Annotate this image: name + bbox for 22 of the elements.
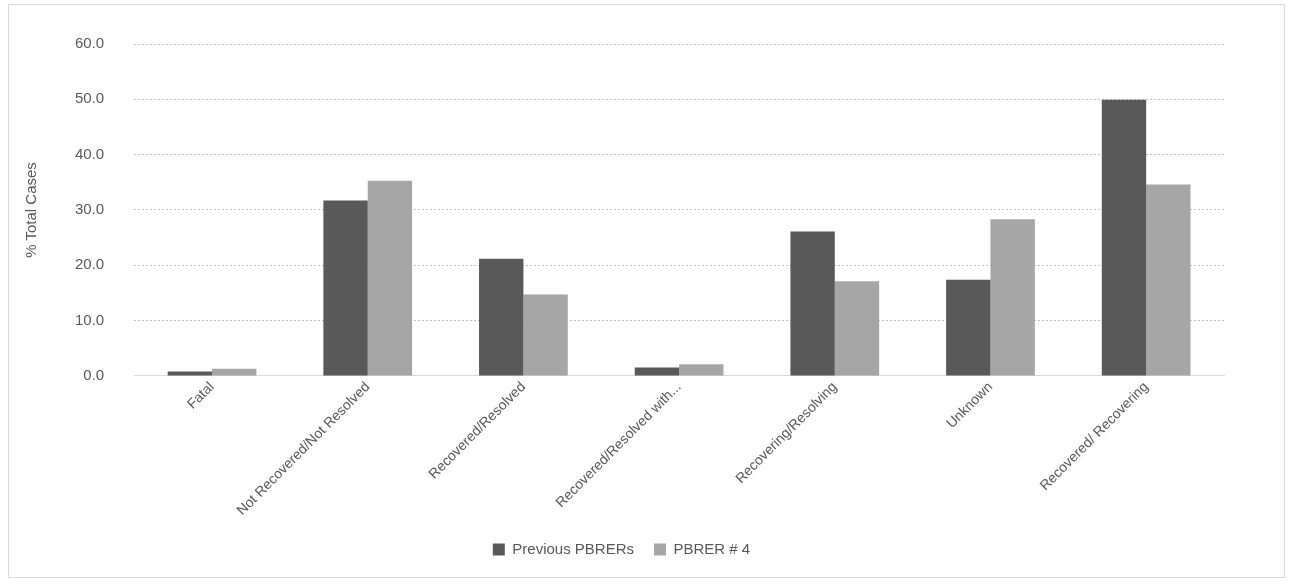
bar bbox=[323, 200, 368, 376]
bar bbox=[834, 281, 880, 376]
bar bbox=[367, 180, 413, 376]
y-axis-title: % Total Cases bbox=[22, 162, 40, 258]
y-tick-label: 60.0 bbox=[74, 34, 105, 52]
y-tick-label: 0.0 bbox=[83, 366, 105, 384]
bar bbox=[1146, 184, 1191, 376]
bar bbox=[790, 231, 835, 376]
bar bbox=[1101, 99, 1147, 376]
y-tick-label: 20.0 bbox=[74, 255, 105, 273]
bar bbox=[990, 219, 1035, 376]
bar bbox=[679, 364, 724, 376]
legend-label: Previous PBRERs bbox=[512, 539, 635, 557]
y-tick-label: 50.0 bbox=[74, 89, 105, 107]
y-tick-label: 40.0 bbox=[74, 144, 105, 162]
bar bbox=[523, 294, 568, 376]
y-tick-label: 10.0 bbox=[74, 310, 105, 328]
y-tick-label: 30.0 bbox=[74, 200, 105, 218]
bar bbox=[479, 258, 524, 376]
bar bbox=[167, 371, 213, 376]
legend-label: PBRER # 4 bbox=[673, 539, 751, 557]
bar bbox=[946, 279, 991, 376]
